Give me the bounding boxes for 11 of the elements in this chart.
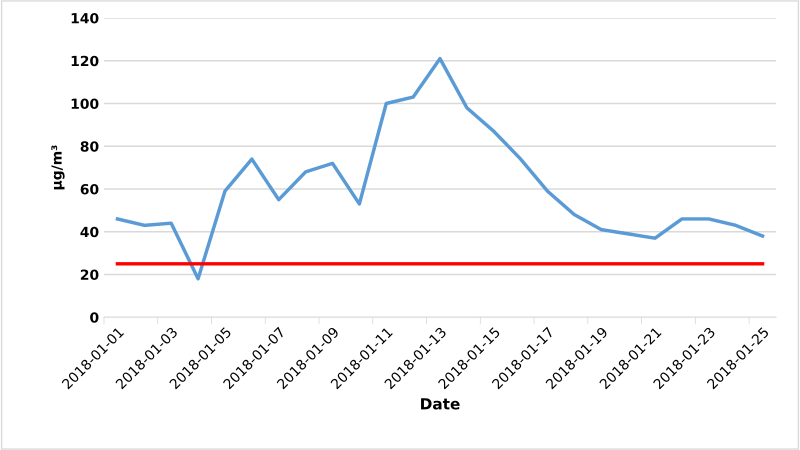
- x-axis-title: Date: [421, 398, 460, 410]
- y-tick-label: 80: [80, 141, 98, 152]
- y-tick-label: 140: [72, 12, 98, 24]
- line-series: [116, 56, 764, 281]
- y-tick-label: 60: [80, 184, 98, 194]
- y-tick-label: 20: [80, 269, 98, 280]
- y-axis-title: μg/m³: [51, 145, 65, 190]
- y-tick-label: 40: [80, 226, 98, 238]
- y-tick-label: 0: [90, 312, 98, 323]
- y-tick-label: 120: [72, 56, 98, 66]
- y-tick-label: 100: [72, 98, 98, 109]
